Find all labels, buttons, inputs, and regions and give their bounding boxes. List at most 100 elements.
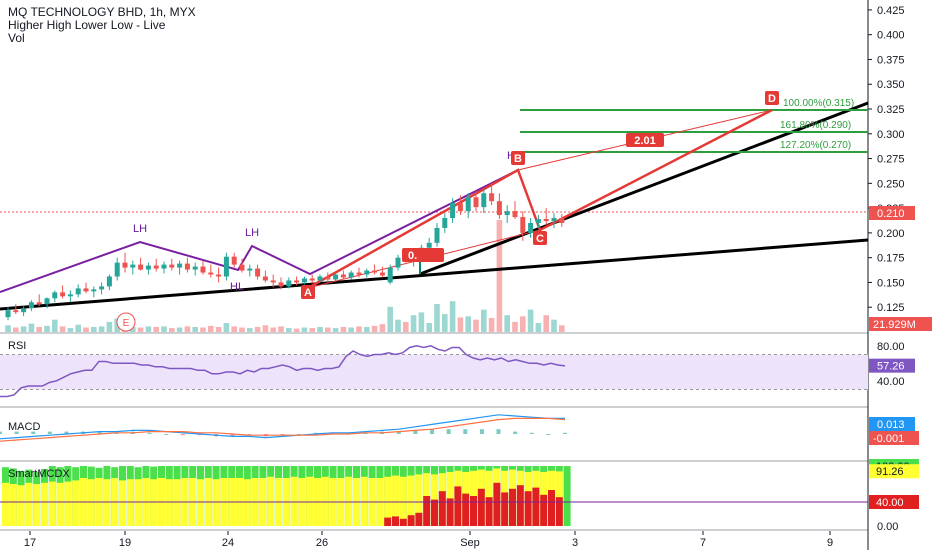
mcdx-yellow-bar [33, 484, 41, 526]
price-axis-label: 0.250 [877, 178, 905, 190]
volume-bar [161, 326, 167, 332]
candle-body [216, 274, 222, 277]
volume-bar [559, 325, 565, 332]
rsi-label: RSI [8, 340, 27, 352]
volume-bar [442, 314, 448, 332]
time-axis-label: 26 [316, 537, 328, 549]
volume-bar [473, 319, 479, 332]
volume-bar [488, 318, 495, 332]
candle-body [520, 217, 526, 233]
candle-body [106, 276, 112, 287]
smartmcdx-label: SmartMCDX [8, 468, 70, 480]
candle-body [348, 272, 354, 278]
candle-body [387, 267, 393, 283]
mcdx-yellow-bar [87, 479, 95, 526]
price-axis-label: 0.425 [877, 5, 905, 17]
volume-bar [387, 306, 393, 332]
volume-value: 21.929M [873, 319, 916, 331]
macd-histogram-bar [463, 429, 468, 434]
candle-body [5, 310, 11, 318]
volume-bar [457, 317, 464, 332]
ratio-tag [626, 133, 664, 147]
candle-body [91, 289, 97, 292]
candle-body [496, 201, 502, 216]
macd-histogram-bar [180, 434, 185, 436]
volume-bar [348, 327, 354, 332]
volume-bar [418, 312, 425, 332]
time-axis-label: 24 [222, 537, 234, 549]
candle-body [512, 211, 518, 218]
macd-value: 0.013 [877, 419, 905, 431]
mcdx-yellow-bar [267, 476, 275, 526]
rsi-badge [869, 358, 915, 373]
mcdx-red-bar [524, 491, 532, 526]
fib-level-label: 127.20%(0.270) [780, 140, 851, 151]
macd-histogram-bar [14, 431, 19, 434]
ratio-label: 0. [408, 250, 417, 262]
mcdx-red-bar [501, 492, 509, 526]
candle-body [395, 257, 401, 268]
pattern-point-label: B [514, 153, 522, 165]
volume-bar [200, 327, 206, 332]
candle-body [559, 218, 565, 223]
candle-body [169, 264, 175, 268]
mcdx-red-bar [470, 496, 477, 526]
candle-body [278, 282, 284, 287]
candle-body [450, 203, 456, 219]
macd-histogram-bar [47, 431, 52, 434]
mcdx-yellow-bar [2, 482, 9, 526]
mcdx-green-bar [563, 466, 571, 526]
mcdx-red-bar [392, 516, 399, 526]
candle-body [301, 278, 307, 283]
mcdx-badge [869, 495, 919, 509]
macd-histogram-bar [496, 429, 501, 434]
mcdx-yellow-bar [134, 479, 142, 526]
volume-bar [59, 326, 66, 332]
mcdx-yellow-bar [360, 476, 368, 526]
candle-body [231, 256, 237, 265]
candle-body [340, 274, 346, 278]
candle-body [489, 193, 495, 202]
mcdx-red-bar [407, 515, 415, 526]
volume-bar [137, 327, 144, 332]
candle-body [114, 262, 120, 277]
macd-histogram-bar [513, 431, 518, 434]
candle-body [153, 265, 159, 269]
volume-bar [364, 326, 370, 332]
candle-body [364, 270, 370, 275]
mcdx-yellow-bar [9, 484, 17, 526]
candle-body [122, 262, 128, 268]
pattern-point-label: D [768, 93, 776, 105]
mcdx-yellow-bar [25, 482, 33, 526]
candle-body [504, 211, 510, 216]
mcdx-red-bar [438, 491, 446, 526]
volume-bar [340, 326, 347, 332]
mcdx-yellow-bar [48, 481, 56, 526]
price-axis-label: 0.350 [877, 79, 905, 91]
volume-bar [231, 326, 237, 332]
macd-histogram-bar [563, 432, 567, 434]
mcdx-yellow-bar [415, 474, 423, 526]
mcdx-yellow-bar [103, 479, 111, 526]
volume-label: Vol [8, 31, 25, 45]
candle-body [255, 268, 261, 277]
volume-bar [426, 323, 432, 332]
volume-bar [278, 326, 284, 332]
fib-level-label: 161.80%(0.290) [780, 120, 851, 131]
volume-bar [465, 316, 471, 332]
mcdx-yellow-bar [173, 479, 181, 526]
volume-bar [13, 327, 19, 332]
candle-body [372, 270, 378, 273]
mcdx-red-bar [532, 487, 540, 526]
pattern-point-tag [533, 231, 547, 245]
volume-bar [325, 327, 331, 332]
macd-histogram-bar [0, 431, 2, 434]
mcdx-value: 40.00 [876, 497, 904, 509]
mcdx-yellow-bar [72, 480, 80, 526]
volume-bar [52, 319, 58, 332]
mcdx-red-bar [446, 498, 454, 526]
mcdx-yellow-bar [197, 479, 204, 526]
volume-bar [28, 323, 35, 332]
volume-bar [145, 326, 152, 332]
